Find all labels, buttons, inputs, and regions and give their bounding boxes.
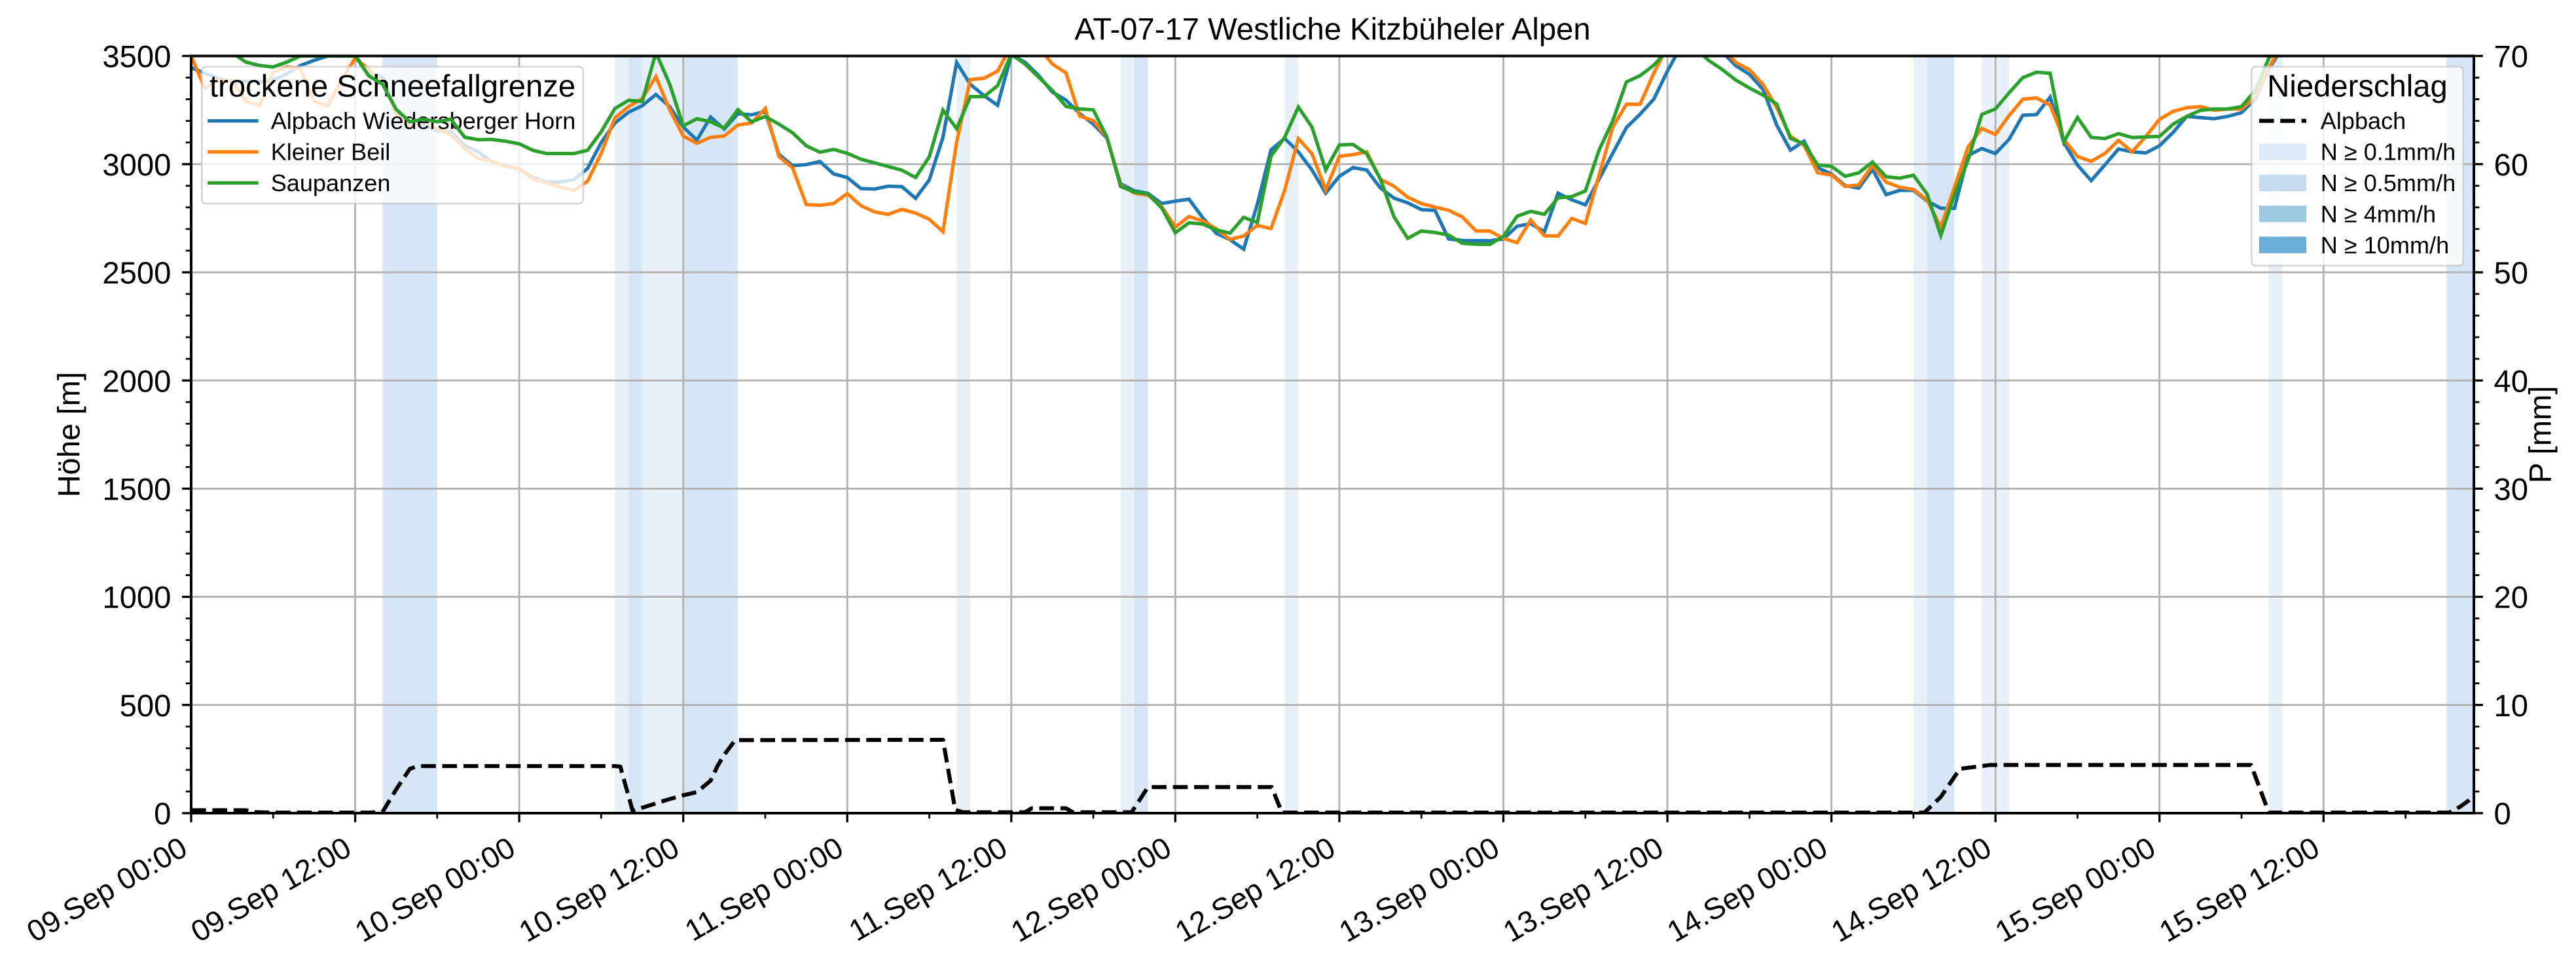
svg-text:N ≥ 10mm/h: N ≥ 10mm/h <box>2321 232 2449 259</box>
svg-text:Saupanzen: Saupanzen <box>271 170 391 196</box>
svg-text:40: 40 <box>2494 364 2529 399</box>
svg-text:N ≥ 4mm/h: N ≥ 4mm/h <box>2321 200 2436 227</box>
svg-text:Kleiner Beil: Kleiner Beil <box>271 139 391 166</box>
svg-text:30: 30 <box>2494 472 2529 507</box>
svg-text:Niederschlag: Niederschlag <box>2267 69 2448 104</box>
svg-text:60: 60 <box>2494 148 2529 183</box>
svg-text:10: 10 <box>2494 689 2529 723</box>
svg-text:2000: 2000 <box>102 364 171 399</box>
svg-text:N ≥ 0.1mm/h: N ≥ 0.1mm/h <box>2321 139 2456 166</box>
svg-text:0: 0 <box>154 797 171 831</box>
svg-text:P [mm]: P [mm] <box>2523 386 2558 483</box>
svg-text:3500: 3500 <box>102 40 171 75</box>
svg-text:1500: 1500 <box>102 472 171 507</box>
svg-text:Höhe [m]: Höhe [m] <box>52 372 87 498</box>
svg-text:500: 500 <box>120 689 172 723</box>
svg-text:1000: 1000 <box>102 581 171 615</box>
svg-text:70: 70 <box>2494 40 2529 75</box>
svg-text:2500: 2500 <box>102 256 171 291</box>
svg-text:0: 0 <box>2494 797 2511 831</box>
svg-text:N ≥ 0.5mm/h: N ≥ 0.5mm/h <box>2321 170 2456 196</box>
svg-text:trockene Schneefallgrenze: trockene Schneefallgrenze <box>209 69 575 104</box>
svg-text:Alpbach: Alpbach <box>2321 107 2406 134</box>
svg-text:20: 20 <box>2494 581 2529 615</box>
svg-text:AT-07-17 Westliche Kitzbüheler: AT-07-17 Westliche Kitzbüheler Alpen <box>1074 12 1590 47</box>
svg-text:3000: 3000 <box>102 148 171 183</box>
svg-text:50: 50 <box>2494 256 2529 291</box>
